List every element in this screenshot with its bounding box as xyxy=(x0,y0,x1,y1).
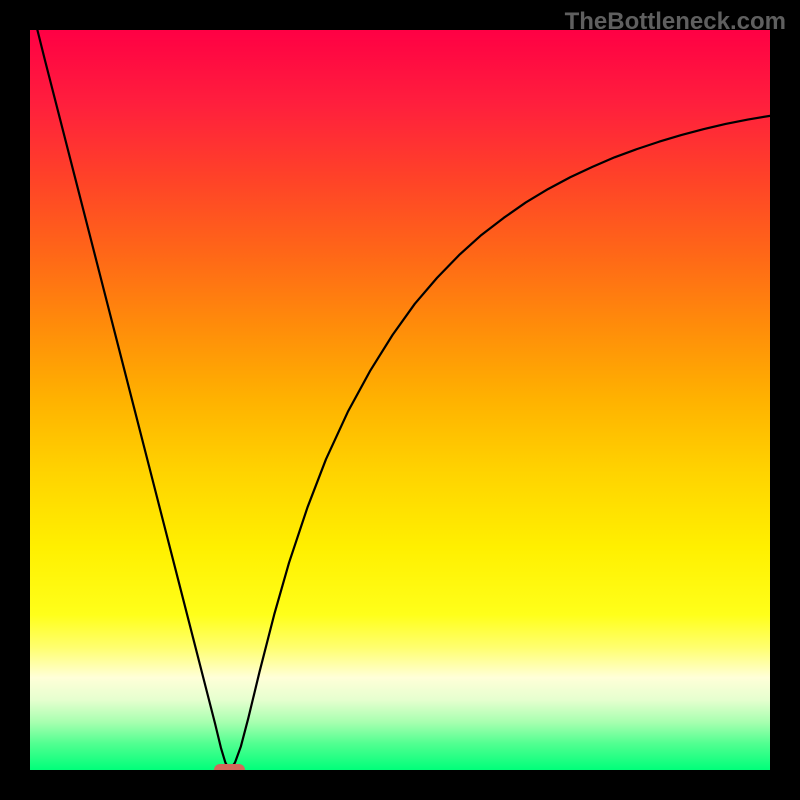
plot-area xyxy=(30,30,770,770)
chart-root: TheBottleneck.com xyxy=(0,0,800,800)
minimum-marker xyxy=(214,764,245,770)
bottleneck-curve xyxy=(30,30,770,770)
watermark-text: TheBottleneck.com xyxy=(565,8,786,36)
